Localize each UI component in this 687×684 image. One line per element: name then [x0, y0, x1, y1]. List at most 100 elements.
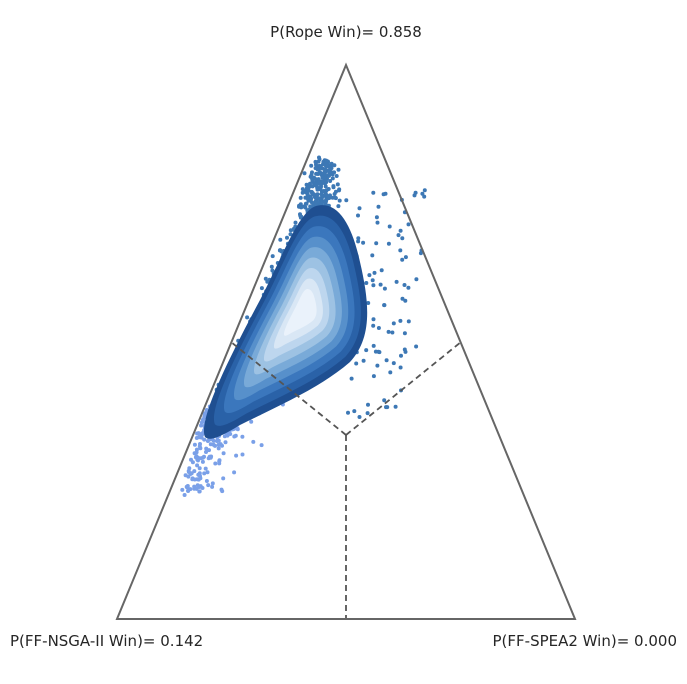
sample-point — [374, 215, 379, 220]
sample-point — [371, 343, 376, 348]
sample-point — [293, 220, 298, 225]
sample-point — [315, 187, 320, 192]
sample-point — [192, 469, 197, 474]
sample-point — [422, 194, 427, 199]
sample-point — [304, 182, 309, 187]
sample-point — [228, 432, 233, 436]
sample-point — [205, 470, 210, 475]
sample-point — [372, 270, 377, 275]
sample-point — [315, 192, 320, 197]
vertex-label-ff-spea2: P(FF-SPEA2 Win)= 0.000 — [492, 632, 678, 650]
sample-point — [313, 201, 318, 206]
sample-point — [328, 179, 333, 183]
sample-point — [310, 184, 315, 189]
sample-point — [365, 411, 370, 416]
sample-point — [195, 457, 200, 462]
sample-point — [277, 248, 282, 253]
sample-point — [288, 232, 293, 237]
sample-point — [198, 474, 202, 479]
sample-point — [320, 194, 325, 199]
sample-point — [414, 344, 419, 349]
sample-point — [203, 466, 208, 471]
sample-point — [186, 474, 191, 479]
sample-point — [406, 319, 411, 324]
sample-point — [278, 237, 283, 242]
sample-point — [324, 193, 329, 198]
sample-point — [364, 281, 369, 285]
sample-point — [335, 182, 340, 187]
sample-point — [399, 353, 403, 358]
sample-point — [414, 277, 419, 282]
sample-point — [305, 194, 310, 199]
sample-point — [328, 193, 332, 198]
sample-point — [337, 188, 341, 193]
sample-point — [200, 459, 205, 464]
sample-point — [298, 212, 302, 217]
sample-point — [334, 174, 339, 178]
sample-point — [382, 286, 387, 291]
sample-point — [398, 365, 403, 370]
sample-point — [192, 442, 197, 447]
sample-point — [356, 239, 361, 244]
sample-point — [356, 236, 361, 241]
sample-point — [204, 408, 209, 412]
sample-point — [207, 448, 211, 453]
sample-point — [240, 452, 245, 457]
sample-point — [321, 189, 326, 193]
sample-point — [336, 167, 341, 172]
sample-point — [202, 471, 207, 476]
sample-point — [356, 213, 360, 218]
sample-point — [354, 361, 359, 366]
sample-point — [332, 192, 337, 196]
sample-point — [197, 466, 202, 471]
sample-point — [187, 466, 192, 471]
sample-point — [398, 318, 403, 323]
sample-point — [331, 185, 336, 190]
sample-point — [194, 486, 199, 491]
sample-point — [234, 453, 239, 458]
sample-point — [398, 228, 403, 233]
sample-point — [398, 248, 403, 253]
sample-point — [371, 190, 376, 195]
sample-point — [249, 419, 254, 424]
density-contours — [203, 205, 368, 439]
sample-point — [309, 163, 314, 168]
sample-point — [403, 349, 408, 354]
sample-point — [357, 415, 362, 419]
sample-point — [182, 493, 187, 497]
sample-point — [263, 276, 268, 281]
sample-point — [206, 483, 211, 488]
sample-point — [386, 241, 391, 246]
sample-point — [285, 235, 289, 240]
sample-point — [210, 484, 215, 489]
sample-point — [361, 358, 366, 363]
sample-point — [332, 163, 337, 168]
density-level-9 — [283, 289, 317, 336]
sample-point — [374, 241, 379, 246]
vertex-label-rope: P(Rope Win)= 0.858 — [270, 23, 422, 41]
sample-point — [323, 178, 328, 183]
sample-point — [288, 228, 293, 233]
sample-point — [388, 370, 393, 375]
sample-point — [400, 257, 405, 262]
sample-point — [189, 457, 193, 462]
sample-point — [199, 456, 203, 461]
sample-point — [371, 323, 376, 328]
sample-point — [314, 171, 319, 176]
sample-point — [194, 450, 199, 455]
sample-point — [309, 196, 314, 201]
sample-point — [361, 240, 366, 245]
sample-point — [371, 317, 376, 322]
sample-point — [298, 195, 303, 200]
sample-point — [310, 201, 315, 205]
sample-point — [308, 204, 313, 209]
sample-point — [232, 470, 237, 475]
sample-point — [259, 286, 264, 291]
sample-point — [366, 402, 370, 407]
sample-point — [315, 167, 320, 172]
sample-point — [197, 444, 202, 449]
sample-point — [322, 171, 327, 175]
divider-right — [345, 341, 462, 436]
sample-point — [269, 264, 274, 269]
divider-left — [230, 341, 347, 436]
